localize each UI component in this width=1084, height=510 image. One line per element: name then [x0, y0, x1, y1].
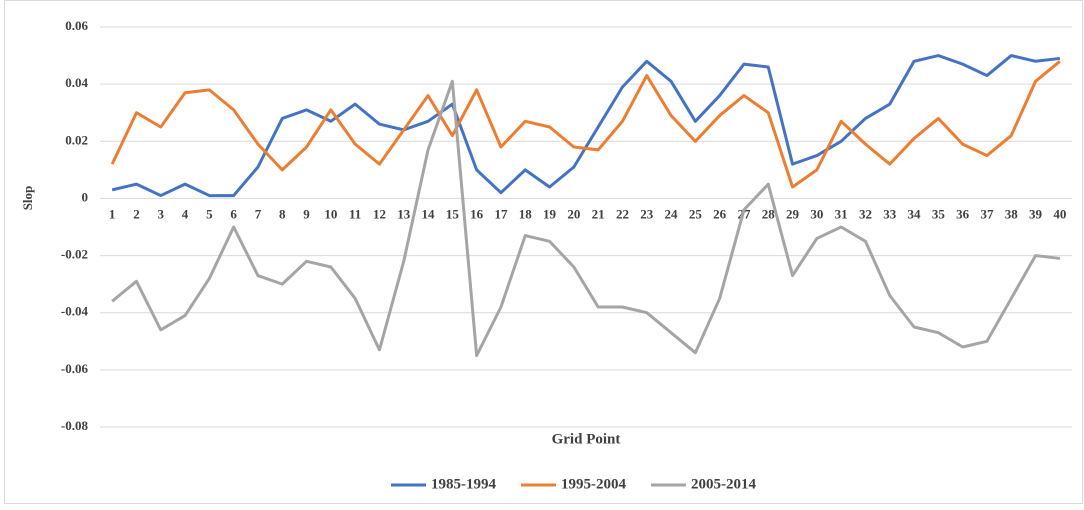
x-tick-label: 31 — [835, 206, 848, 221]
x-tick-label: 2 — [133, 206, 140, 221]
x-tick-label: 26 — [713, 206, 727, 221]
series-line — [110, 60, 1061, 189]
x-tick-label: 1 — [109, 206, 116, 221]
x-tick-label: 5 — [206, 206, 213, 221]
series-line — [111, 79, 1061, 358]
x-tick-label: 13 — [397, 206, 411, 221]
x-tick-label: 16 — [470, 206, 484, 221]
legend-label: 1985-1994 — [431, 476, 496, 492]
x-tick-label: 37 — [980, 206, 994, 221]
y-tick-label: 0 — [82, 189, 89, 204]
x-tick-label: 32 — [859, 206, 872, 221]
x-tick-label: 18 — [519, 206, 533, 221]
y-tick-label: 0.06 — [65, 18, 88, 33]
x-tick-label: 34 — [908, 206, 922, 221]
x-tick-label: 30 — [810, 206, 823, 221]
legend-label: 2005-2014 — [691, 476, 756, 492]
y-tick-label: 0.02 — [65, 132, 88, 147]
legend-label: 1995-2004 — [561, 476, 626, 492]
x-tick-label: 4 — [182, 206, 189, 221]
x-tick-label: 19 — [543, 206, 557, 221]
x-tick-label: 24 — [665, 206, 679, 221]
x-tick-label: 38 — [1005, 206, 1019, 221]
x-tick-label: 20 — [567, 206, 580, 221]
x-tick-label: 12 — [373, 206, 386, 221]
x-tick-label: 22 — [616, 206, 629, 221]
x-tick-label: 17 — [494, 206, 508, 221]
x-tick-label: 29 — [786, 206, 800, 221]
x-tick-label: 15 — [446, 206, 460, 221]
x-tick-label: 40 — [1053, 206, 1066, 221]
x-tick-label: 33 — [883, 206, 897, 221]
x-tick-label: 10 — [324, 206, 337, 221]
x-tick-label: 39 — [1029, 206, 1043, 221]
y-tick-label: -0.04 — [61, 304, 89, 319]
x-tick-label: 7 — [255, 206, 262, 221]
y-tick-label: -0.06 — [61, 361, 89, 376]
y-tick-label: -0.08 — [61, 418, 89, 433]
x-tick-label: 6 — [230, 206, 237, 221]
x-tick-label: 25 — [689, 206, 703, 221]
x-tick-label: 8 — [279, 206, 286, 221]
x-axis-label: Grid Point — [552, 431, 621, 447]
y-tick-label: -0.02 — [61, 247, 88, 262]
x-tick-label: 3 — [158, 206, 165, 221]
y-axis-label: Slop — [20, 186, 35, 211]
x-tick-label: 28 — [762, 206, 776, 221]
x-tick-label: 36 — [956, 206, 970, 221]
x-tick-label: 35 — [932, 206, 946, 221]
x-tick-label: 23 — [640, 206, 654, 221]
x-tick-label: 11 — [349, 206, 361, 221]
x-tick-label: 9 — [303, 206, 310, 221]
chart-border — [4, 0, 1083, 504]
y-tick-label: 0.04 — [65, 75, 88, 90]
x-tick-label: 14 — [422, 206, 436, 221]
x-tick-label: 21 — [592, 206, 605, 221]
